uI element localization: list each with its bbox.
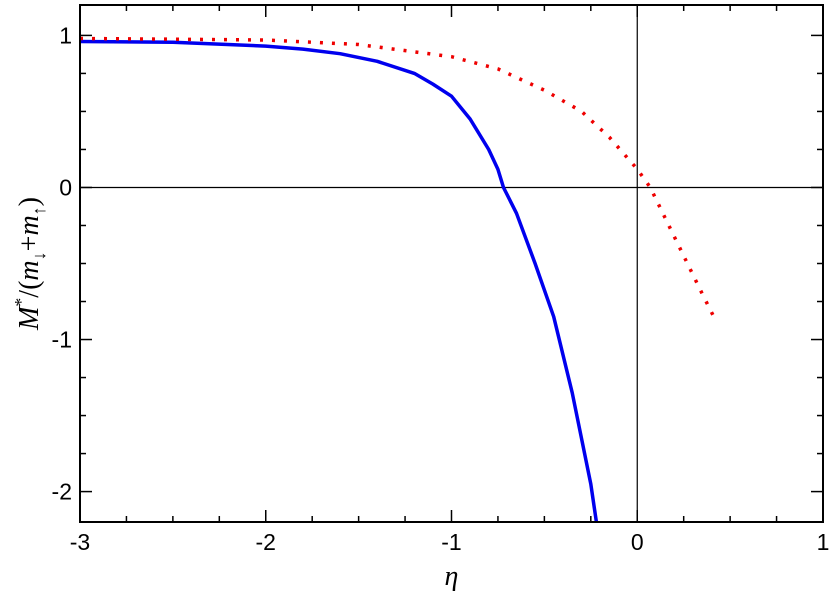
y-label-plus: + <box>14 236 45 252</box>
y-label-star: * <box>11 298 31 307</box>
y-label-m-up: m <box>14 215 45 235</box>
series-group <box>80 36 717 522</box>
y-tick-label: -1 <box>52 327 72 353</box>
y-label-down-arrow: ↓ <box>29 251 49 260</box>
axis-ticks <box>79 5 824 522</box>
y-label-m-down: m <box>14 260 45 280</box>
plot-frame <box>79 4 824 523</box>
reference-lines <box>80 5 823 522</box>
x-tick-label: -3 <box>70 529 90 555</box>
x-axis-label: η <box>445 561 459 592</box>
y-tick-label: 1 <box>59 22 72 48</box>
y-label-open: /( <box>14 281 45 298</box>
tick-labels: -3 -2 -1 0 1 -2 -1 0 1 <box>52 22 830 555</box>
y-label-close: ) <box>14 197 45 206</box>
y-tick-label: -2 <box>52 479 72 505</box>
x-tick-label: -1 <box>441 529 461 555</box>
x-tick-label: 0 <box>631 529 644 555</box>
y-label-up-arrow: ↑ <box>29 206 49 215</box>
x-tick-label: 1 <box>817 529 830 555</box>
y-label-mass: M <box>14 305 45 331</box>
y-tick-label: 0 <box>59 174 72 200</box>
x-tick-label: -2 <box>256 529 276 555</box>
series-line-dotted-red <box>80 36 717 321</box>
series-line-solid-blue <box>80 39 599 522</box>
y-axis-label: M*/(m↓+m↑) <box>11 197 49 331</box>
